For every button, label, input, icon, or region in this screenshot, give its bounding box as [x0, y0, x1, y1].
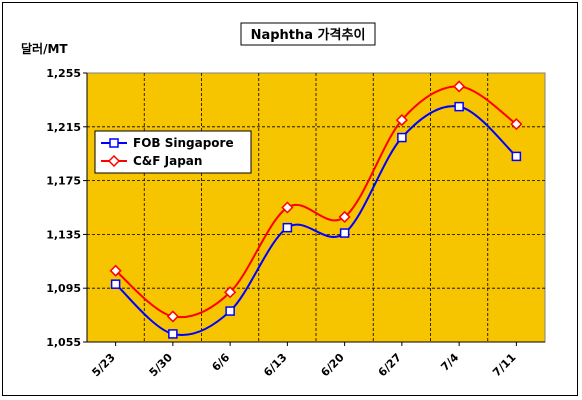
plot-area: [86, 72, 546, 343]
x-tick-label: 6/13: [261, 351, 289, 379]
legend-label-1: FOB Singapore: [133, 136, 234, 150]
x-tick-label: 6/20: [318, 351, 347, 380]
series-line-2: [114, 85, 517, 319]
series-point-1: [168, 329, 178, 339]
series-point-2: [395, 114, 408, 127]
chart-title-box: Naphtha 가격추이: [240, 22, 376, 46]
series-point-2: [281, 201, 294, 214]
series-point-1: [397, 132, 407, 143]
legend-box: [94, 130, 252, 174]
legend: FOB Singapore C&F Japan: [94, 130, 252, 174]
x-tick-label: 6/6: [209, 351, 232, 374]
y-axis-unit-label: 달러/MT: [21, 41, 68, 56]
line-chart: 1,055 1,095 1,135 1,175 1,215 1,255 5/23 5/30 6/…: [21, 22, 546, 380]
series-line-1: [114, 105, 518, 336]
series-point-1: [225, 306, 235, 316]
series-point-2: [109, 264, 122, 277]
series-point-2: [224, 286, 237, 299]
series-point-1: [339, 228, 350, 238]
x-tick-label: 7/11: [490, 351, 518, 379]
series-point-2: [166, 310, 179, 323]
series-point-2: [510, 118, 523, 131]
y-tick-label: 1,055: [46, 336, 81, 349]
series-point-2: [338, 210, 351, 223]
x-tick-label: 6/27: [376, 351, 404, 379]
x-tick-label: 5/30: [147, 351, 176, 380]
y-tick-label: 1,175: [46, 175, 81, 188]
series-point-2: [453, 80, 466, 93]
series-point-1: [454, 101, 464, 112]
legend-marker-2: [107, 154, 121, 168]
series-point-1: [511, 151, 522, 162]
y-tick-label: 1,095: [46, 282, 81, 295]
y-tick-label: 1,135: [46, 228, 81, 241]
y-tick-label: 1,215: [46, 121, 81, 134]
x-tick-label: 5/23: [89, 351, 117, 379]
legend-marker-1: [109, 138, 119, 148]
series-point-1: [110, 279, 121, 289]
series-point-1: [282, 222, 293, 233]
chart-title: Naphtha 가격추이: [251, 27, 366, 43]
chart-frame: 1,055 1,095 1,135 1,175 1,215 1,255 5/23 5/30 6/…: [2, 2, 578, 396]
legend-label-2: C&F Japan: [133, 154, 202, 168]
x-tick-label: 7/4: [438, 351, 461, 374]
y-tick-label: 1,255: [46, 67, 81, 80]
